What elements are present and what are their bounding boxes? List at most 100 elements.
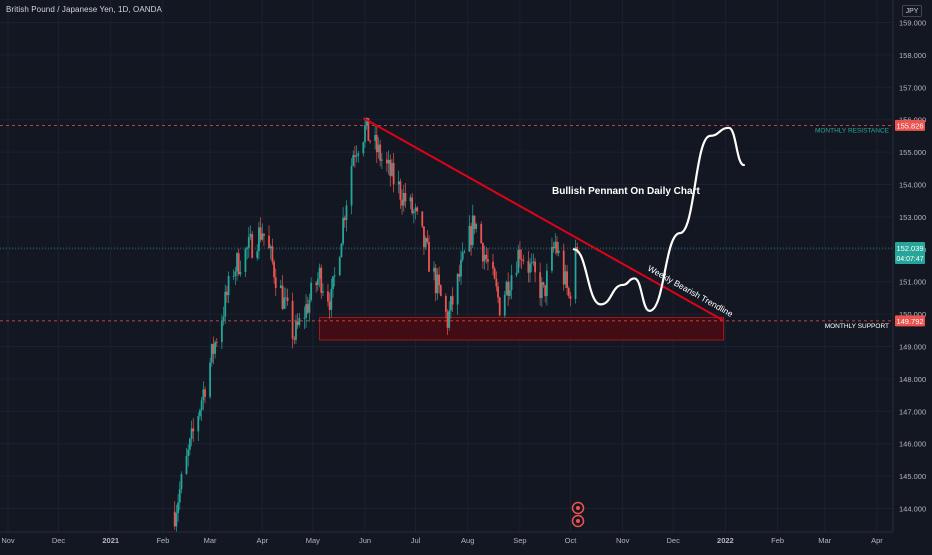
candle-body [557, 250, 560, 254]
candle-body [286, 297, 289, 302]
price-tick-label: 155.000 [899, 148, 926, 157]
candle-body [556, 241, 558, 254]
candle-body [269, 246, 272, 249]
candle-body [522, 259, 525, 262]
candle-body [369, 140, 371, 142]
candle-body [279, 285, 282, 288]
candle-body [519, 249, 521, 259]
currency-badge[interactable]: JPY [902, 5, 922, 17]
candle-body [357, 153, 360, 156]
candle-body [567, 288, 570, 296]
candle-body [495, 278, 498, 287]
candle-body [433, 267, 435, 272]
candle-body [246, 247, 249, 249]
time-tick-label: Dec [52, 536, 66, 545]
projection-path [572, 126, 746, 312]
candle-body [473, 215, 476, 229]
candle-body [177, 502, 179, 514]
price-tick-label: 146.000 [899, 440, 926, 449]
candle-body [283, 297, 286, 309]
candle-body [236, 253, 238, 272]
candle-body [338, 257, 341, 276]
event-marker-dot [576, 506, 580, 510]
candle-body [332, 276, 334, 290]
candle-body [505, 281, 508, 295]
candle-body [439, 285, 442, 296]
candle-body [284, 297, 287, 299]
candle-body [423, 226, 425, 248]
candle-body [345, 205, 348, 221]
candle-body [316, 278, 319, 285]
candle-body [471, 215, 474, 246]
candle-body [365, 118, 368, 126]
candle-body [190, 428, 193, 439]
candle-body [399, 181, 402, 200]
time-tick-label: Apr [256, 536, 268, 545]
candle-body [173, 511, 176, 527]
candle-body [180, 474, 183, 490]
candle-body [468, 225, 471, 252]
price-tick-label: 145.000 [899, 472, 926, 481]
candle-body [534, 261, 536, 273]
candle-body [438, 274, 441, 286]
support-price-tag-bg [895, 315, 925, 327]
candle-body [377, 144, 380, 153]
candle-body [271, 246, 274, 262]
support-label: MONTHLY SUPPORT [825, 323, 889, 330]
candle-body [318, 267, 321, 279]
trendline-label: Weekly Bearish Trendline [646, 263, 735, 319]
time-tick-label: Sep [513, 536, 526, 545]
candle-body [187, 449, 190, 456]
candle-body [293, 338, 296, 340]
candle-body [247, 236, 250, 248]
time-tick-label: Oct [565, 536, 578, 545]
price-tick-label: 158.000 [899, 51, 926, 60]
candle-body [428, 242, 430, 272]
candle-body [539, 272, 542, 299]
candle-body [436, 274, 439, 294]
time-tick-label: Nov [1, 536, 15, 545]
candle-body [510, 275, 513, 291]
candle-body [199, 410, 201, 417]
candle-body [444, 295, 447, 312]
candle-body [379, 144, 382, 161]
candle-body [412, 211, 415, 214]
candle-body [562, 250, 565, 285]
candle-body [232, 275, 235, 277]
resistance-price-tag: 155.826 [896, 121, 923, 130]
candle-body [367, 118, 370, 141]
symbol-label[interactable]: British Pound / Japanese Yen, 1D, OANDA [6, 5, 162, 14]
candle-body [214, 342, 217, 354]
price-tick-label: 157.000 [899, 83, 926, 92]
candle-body [308, 299, 311, 313]
candle-body [409, 197, 412, 202]
time-tick-label: Feb [156, 536, 169, 545]
candle-body [340, 243, 343, 258]
candle-body [249, 233, 252, 237]
candle-body [192, 428, 195, 432]
candle-body [569, 295, 572, 300]
candle-body [386, 159, 388, 164]
candle-body [305, 304, 307, 318]
candle-body [470, 225, 472, 246]
time-tick-label: Mar [818, 536, 831, 545]
candle-body [222, 316, 225, 321]
candle-body [188, 438, 191, 450]
candle-body [421, 211, 424, 227]
price-tick-label: 144.000 [899, 505, 926, 514]
time-tick-label: May [306, 536, 320, 545]
candle-body [458, 274, 461, 277]
time-tick-label: 2021 [102, 536, 119, 545]
candle-body [404, 192, 407, 202]
candle-body [261, 233, 264, 240]
candle-body [463, 251, 466, 253]
candle-body [234, 271, 237, 276]
candle-body [263, 233, 265, 236]
candle-body [281, 285, 284, 309]
time-tick-label: Apr [871, 536, 883, 545]
candle-body [303, 317, 306, 319]
candle-body [507, 281, 510, 296]
candle-body [273, 261, 275, 278]
